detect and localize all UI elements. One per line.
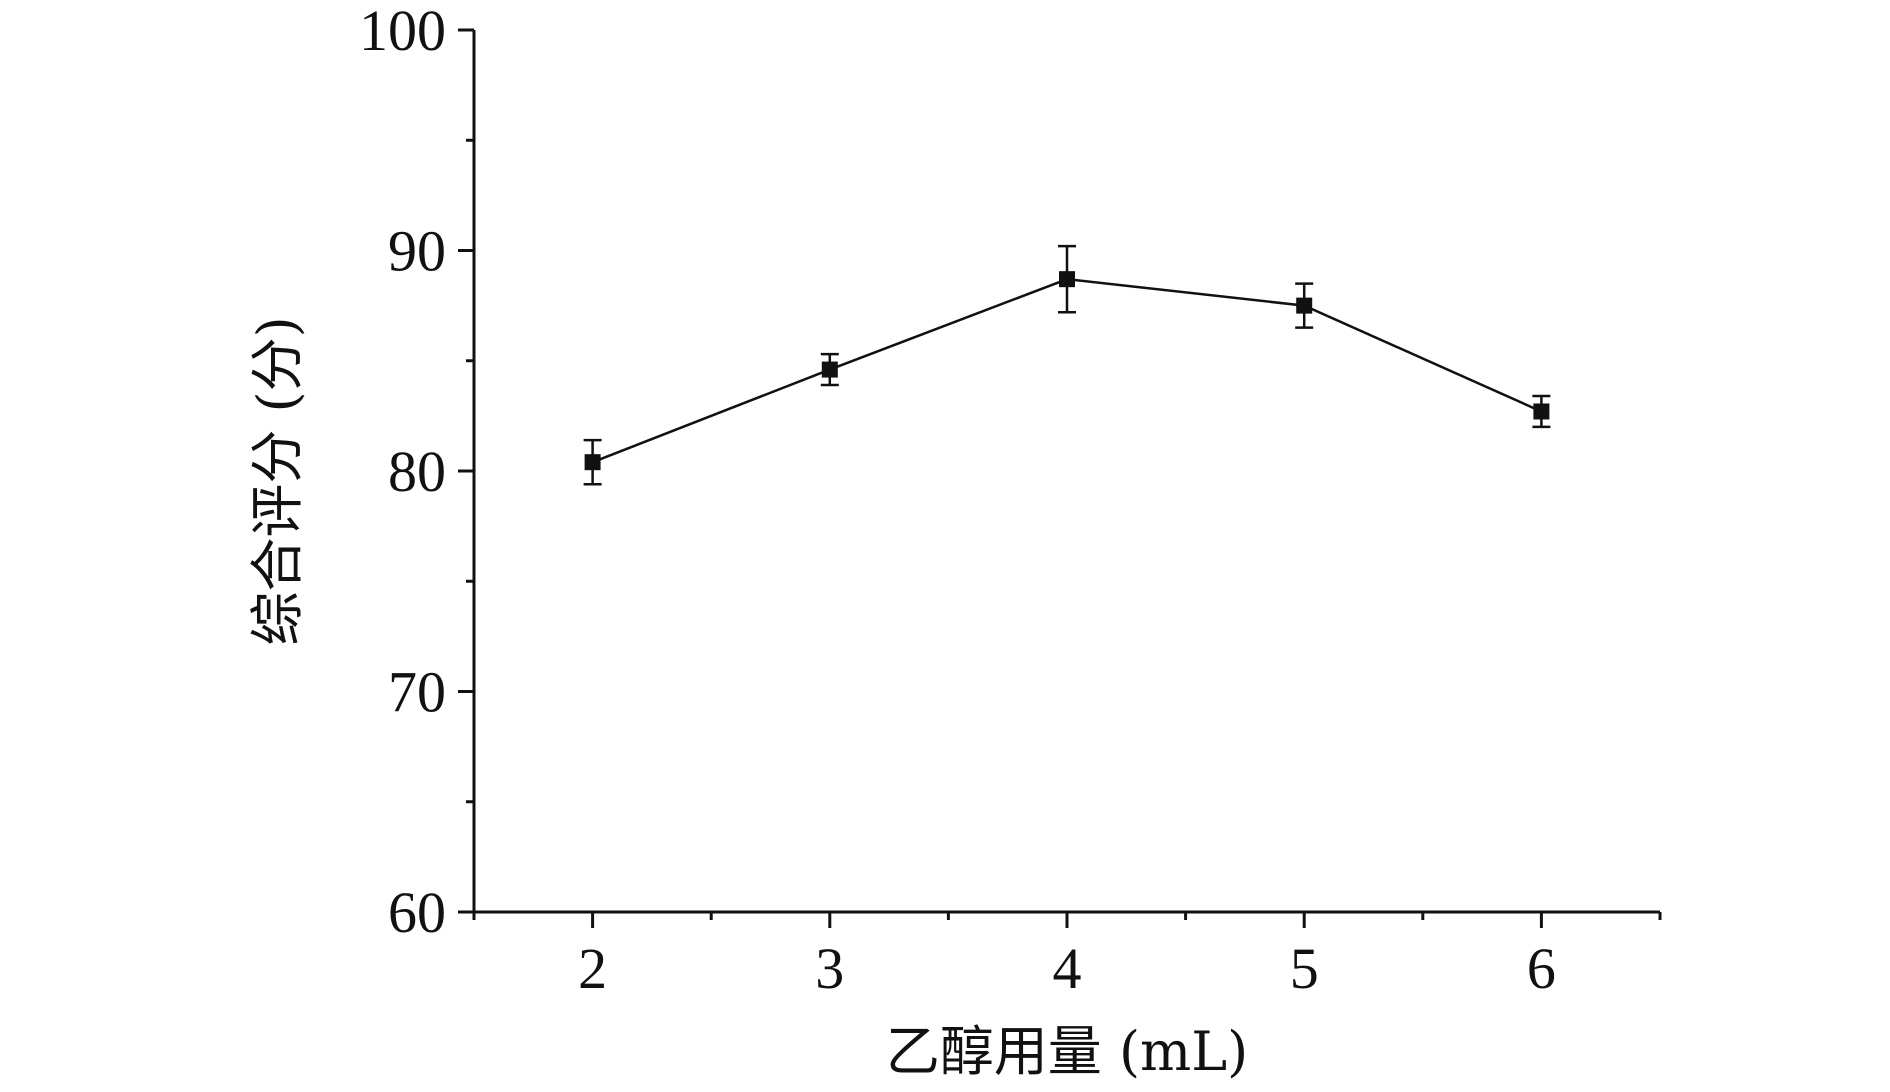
x-tick-label: 6 — [1527, 936, 1556, 1001]
data-point — [1296, 297, 1313, 314]
x-axis-title: 乙醇用量 (mL) — [886, 1020, 1248, 1083]
tick-labels: 60 70 80 90 100 2 3 4 5 6 — [359, 0, 1556, 1001]
data-point — [1059, 271, 1075, 288]
y-tick-label: 80 — [388, 439, 446, 504]
series — [583, 244, 1551, 486]
y-tick-label: 70 — [388, 660, 446, 725]
data-point — [821, 361, 838, 378]
y-tick-label: 90 — [388, 219, 446, 284]
data-point — [584, 454, 601, 471]
y-tick-label: 100 — [359, 0, 446, 63]
x-tick-label: 2 — [578, 936, 607, 1001]
y-axis-title: 综合评分 (分) — [246, 316, 309, 645]
x-tick-label: 4 — [1053, 936, 1082, 1001]
x-tick-label: 3 — [815, 936, 844, 1001]
data-point — [1533, 403, 1550, 420]
x-tick-label: 5 — [1290, 936, 1319, 1001]
axes — [472, 30, 1660, 914]
y-tick-label: 60 — [388, 880, 446, 945]
ticks — [458, 28, 1662, 928]
